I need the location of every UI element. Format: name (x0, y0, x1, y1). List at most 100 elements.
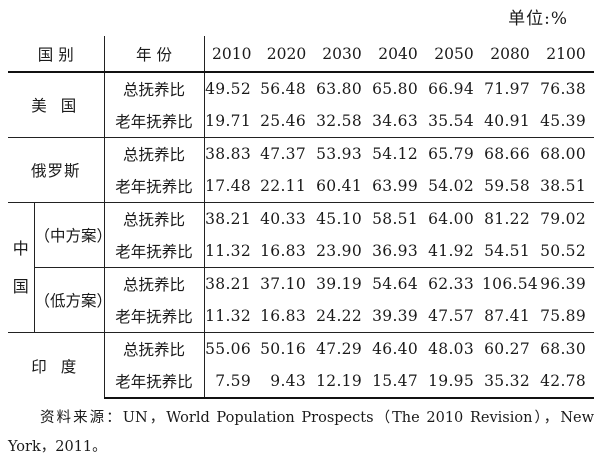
value-cell: 38.83 (204, 137, 259, 170)
header-year-2020: 2020 (259, 36, 314, 73)
value-cell: 11.32 (205, 242, 251, 260)
value-cell: 75.89 (540, 307, 586, 325)
value-cell: 65.80 (370, 71, 426, 105)
value-cell: 11.32 (205, 307, 251, 325)
value-cell: 46.40 (370, 332, 426, 365)
value-cell: 87.41 (484, 307, 530, 325)
value-cell: 54.51 (484, 242, 530, 260)
table-row: 老年抚养比 11.32 16.83 24.22 39.39 47.57 87.4… (8, 300, 594, 333)
value-cell: 38.21 (204, 202, 259, 235)
header-year-2100: 2100 (538, 36, 594, 73)
value-cell: 47.29 (314, 332, 370, 365)
table-row: 印度 总抚养比 55.06 50.16 47.29 46.40 48.03 60… (8, 332, 594, 398)
value-cell: 60.27 (482, 332, 538, 365)
table-row: 老年抚养比 7.59 9.43 12.19 15.47 19.95 35.32 … (8, 365, 594, 399)
table-row: 俄罗斯 总抚养比 38.83 47.37 53.93 54.12 65.79 6… (8, 137, 594, 203)
header-year-2040: 2040 (370, 36, 426, 73)
header-country: 国 别 (8, 36, 105, 73)
value-cell: 36.93 (372, 242, 418, 260)
table-row: （低方案） 总抚养比 38.21 37.10 39.19 54.64 62.33… (8, 267, 594, 333)
ratio-type-cell: 老年抚养比 (104, 300, 205, 333)
value-cell: 53.93 (314, 137, 370, 170)
ratio-type-cell: 总抚养比 (104, 202, 205, 235)
table-row: 老年抚养比 19.71 25.46 32.58 34.63 35.54 40.9… (8, 105, 594, 138)
value-cell: 65.79 (426, 137, 482, 170)
ratio-type-cell: 老年抚养比 (104, 170, 205, 203)
value-cell: 64.00 (426, 202, 482, 235)
value-cell: 16.83 (260, 242, 306, 260)
value-cell: 47.57 (428, 307, 474, 325)
country-cell: 印度 (8, 332, 105, 398)
value-cell: 15.47 (370, 365, 426, 399)
value-cell: 37.10 (259, 267, 314, 300)
table-row: 中国 （中方案） 总抚养比 38.21 40.33 45.10 58.51 64… (8, 202, 594, 333)
value-cell: 50.16 (259, 332, 314, 365)
header-year: 年 份 (104, 36, 205, 73)
value-cell: 56.48 (259, 71, 314, 105)
value-cell: 60.41 (316, 177, 362, 195)
value-cell: 47.37 (259, 137, 314, 170)
header-year-2010: 2010 (204, 36, 259, 73)
value-cell: 68.30 (538, 332, 594, 365)
source-note: 资料来源：UN，World Population Prospects（The 2… (8, 410, 594, 455)
value-cell: 41.92 (428, 242, 474, 260)
value-cell: 40.91 (484, 112, 530, 130)
value-cell: 12.19 (314, 365, 370, 399)
ratio-type-cell: 总抚养比 (104, 137, 205, 170)
value-cell: 68.66 (482, 137, 538, 170)
china-label-cell: 中国 (8, 202, 35, 333)
value-cell: 66.94 (426, 71, 482, 105)
value-cell: 38.21 (204, 267, 259, 300)
scenario-cell: （低方案） (34, 267, 112, 333)
value-cell: 54.64 (370, 267, 426, 300)
value-cell: 39.39 (372, 307, 418, 325)
value-cell: 40.33 (259, 202, 314, 235)
value-cell: 35.32 (482, 365, 538, 399)
header-year-2050: 2050 (426, 36, 482, 73)
scenario-cell: （中方案） (34, 202, 112, 268)
header-year-2030: 2030 (314, 36, 370, 73)
value-cell: 50.52 (540, 242, 586, 260)
value-cell: 54.12 (370, 137, 426, 170)
value-cell: 16.83 (260, 307, 306, 325)
value-cell: 63.99 (372, 177, 418, 195)
value-cell: 45.39 (540, 112, 586, 130)
ratio-type-cell: 老年抚养比 (104, 365, 205, 399)
value-cell: 62.33 (426, 267, 482, 300)
value-cell: 38.51 (540, 177, 586, 195)
value-cell: 59.58 (484, 177, 530, 195)
value-cell: 7.59 (204, 365, 259, 399)
value-cell: 42.78 (538, 365, 594, 399)
table-header-row: 国 别 年 份 2010 2020 2030 2040 2050 2080 21… (8, 36, 594, 73)
table-row: 老年抚养比 11.32 16.83 23.90 36.93 41.92 54.5… (8, 235, 594, 268)
value-cell: 76.38 (538, 71, 594, 105)
table-row: 美国 总抚养比 49.52 56.48 63.80 65.80 66.94 71… (8, 71, 594, 138)
ratio-type-cell: 总抚养比 (104, 332, 205, 365)
value-cell: 48.03 (426, 332, 482, 365)
value-cell: 106.54 (482, 267, 538, 300)
value-cell: 19.71 (205, 112, 251, 130)
unit-label: 单位:% (508, 9, 568, 29)
value-cell: 55.06 (204, 332, 259, 365)
value-cell: 17.48 (205, 177, 251, 195)
value-cell: 49.52 (204, 71, 259, 105)
value-cell: 34.63 (372, 112, 418, 130)
country-cell: 俄罗斯 (8, 137, 105, 203)
value-cell: 25.46 (260, 112, 306, 130)
value-cell: 39.19 (314, 267, 370, 300)
value-cell: 96.39 (538, 267, 594, 300)
ratio-type-cell: 老年抚养比 (104, 105, 205, 138)
value-cell: 19.95 (426, 365, 482, 399)
value-cell: 23.90 (316, 242, 362, 260)
header-year-2080: 2080 (482, 36, 538, 73)
value-cell: 54.02 (428, 177, 474, 195)
ratio-type-cell: 老年抚养比 (104, 235, 205, 268)
value-cell: 22.11 (260, 177, 306, 195)
ratio-type-cell: 总抚养比 (104, 71, 205, 105)
value-cell: 9.43 (259, 365, 314, 399)
ratio-type-cell: 总抚养比 (104, 267, 205, 300)
value-cell: 79.02 (538, 202, 594, 235)
value-cell: 58.51 (370, 202, 426, 235)
value-cell: 24.22 (316, 307, 362, 325)
value-cell: 71.97 (482, 71, 538, 105)
